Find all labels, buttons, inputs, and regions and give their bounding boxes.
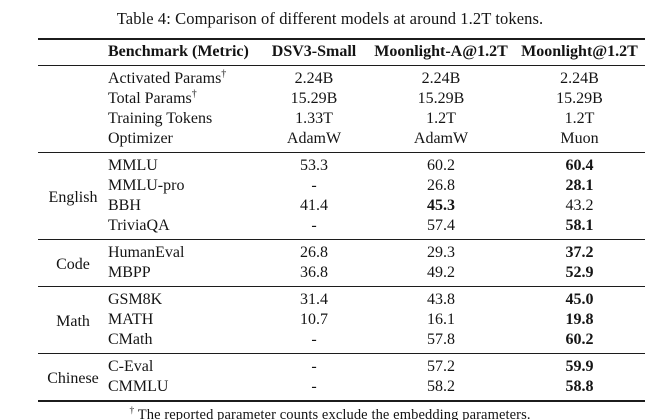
metric-value: 15.29B — [290, 90, 338, 107]
metric-value: 2.24B — [514, 65, 645, 89]
table-row: MBPP 36.8 49.2 52.9 — [38, 263, 645, 287]
benchmark-name: BBH — [108, 197, 141, 214]
metric-value: 2.24B — [368, 65, 514, 89]
benchmark-name: CMath — [108, 331, 153, 348]
metric-value: 57.4 — [427, 217, 455, 234]
metric-value: - — [311, 378, 317, 395]
table-row: English MMLU 53.3 60.2 60.4 — [38, 152, 645, 240]
col-header-dsv3-small: DSV3-Small — [260, 39, 368, 66]
metric-value: 26.8 — [427, 177, 455, 194]
benchmark-name: MMLU — [108, 152, 260, 176]
metric-value: 36.8 — [300, 264, 328, 281]
metric-value: - — [311, 217, 317, 234]
metric-value: 31.4 — [260, 286, 368, 310]
benchmark-name: Activated Params† — [108, 65, 260, 89]
table-row: Math GSM8K 31.4 43.8 45.0 — [38, 286, 645, 354]
group-label: Chinese — [38, 353, 108, 401]
dagger-symbol: † — [129, 406, 135, 417]
group-label: Code — [38, 239, 108, 287]
group-column-header — [38, 39, 108, 66]
footnote-text: The reported parameter counts exclude th… — [137, 407, 531, 420]
metric-value: 10.7 — [300, 311, 328, 328]
metric-value: 58.8 — [565, 378, 594, 395]
metric-value: 28.1 — [565, 177, 594, 194]
metric-value: 45.3 — [427, 197, 455, 214]
metric-value: AdamW — [286, 130, 342, 147]
col-header-benchmark-metric: Benchmark (Metric) — [108, 39, 260, 66]
model-comparison-table: Benchmark (Metric) DSV3-Small Moonlight-… — [38, 38, 645, 402]
col-header-moonlight: Moonlight@1.2T — [514, 39, 645, 66]
benchmark-name: Optimizer — [108, 130, 173, 147]
metric-value: 60.2 — [368, 152, 514, 176]
metric-value: 49.2 — [427, 264, 455, 281]
table-row: Optimizer AdamW AdamW Muon — [38, 129, 645, 153]
metric-value: 19.8 — [565, 311, 594, 328]
table-row: MMLU-pro - 26.8 28.1 — [38, 176, 645, 196]
metric-value: 58.2 — [427, 378, 455, 395]
metric-value: 43.2 — [565, 197, 594, 214]
benchmark-name: GSM8K — [108, 286, 260, 310]
metric-value: 58.1 — [565, 217, 594, 234]
benchmark-name: MMLU-pro — [108, 177, 185, 194]
benchmark-name: Training Tokens — [108, 110, 213, 127]
metric-value: 43.8 — [368, 286, 514, 310]
table-row: CMath - 57.8 60.2 — [38, 330, 645, 354]
metric-value: 15.29B — [417, 90, 465, 107]
metric-value: 41.4 — [300, 197, 328, 214]
benchmark-name: HumanEval — [108, 239, 260, 263]
table-row: Code HumanEval 26.8 29.3 37.2 — [38, 239, 645, 287]
metric-value: 26.8 — [260, 239, 368, 263]
metric-value: 15.29B — [556, 90, 603, 107]
metric-value: 16.1 — [427, 311, 455, 328]
metric-value: AdamW — [413, 130, 469, 147]
metric-value: 59.9 — [514, 353, 645, 377]
metric-value: 1.2T — [426, 110, 456, 127]
metric-value: 37.2 — [514, 239, 645, 263]
benchmark-name: CMMLU — [108, 378, 169, 395]
benchmark-name: MATH — [108, 311, 154, 328]
table-row: TriviaQA - 57.4 58.1 — [38, 216, 645, 240]
metric-value: - — [260, 353, 368, 377]
metric-value: 60.2 — [565, 331, 594, 348]
header-row: Benchmark (Metric) DSV3-Small Moonlight-… — [38, 39, 645, 66]
table-row: Training Tokens 1.33T 1.2T 1.2T — [38, 109, 645, 129]
metric-value: 60.4 — [514, 152, 645, 176]
table-row: Activated Params† 2.24B 2.24B 2.24B — [38, 65, 645, 153]
metric-value: 45.0 — [514, 286, 645, 310]
table-footnote: † The reported parameter counts exclude … — [0, 405, 660, 420]
col-header-moonlight-a: Moonlight-A@1.2T — [368, 39, 514, 66]
group-label — [38, 65, 108, 153]
metric-value: 57.2 — [368, 353, 514, 377]
benchmark-name: TriviaQA — [108, 217, 170, 234]
dagger-symbol: † — [191, 88, 197, 100]
group-label: Math — [38, 286, 108, 354]
group-label: English — [38, 152, 108, 240]
metric-value: 52.9 — [565, 264, 594, 281]
metric-value: - — [311, 177, 317, 194]
table-row: MATH 10.7 16.1 19.8 — [38, 310, 645, 330]
metric-value: 57.8 — [427, 331, 455, 348]
metric-value: 1.2T — [564, 110, 595, 127]
dagger-symbol: † — [221, 68, 227, 80]
metric-value: 29.3 — [368, 239, 514, 263]
benchmark-name: C-Eval — [108, 353, 260, 377]
table-row: Total Params† 15.29B 15.29B 15.29B — [38, 89, 645, 109]
table-row: CMMLU - 58.2 58.8 — [38, 377, 645, 401]
metric-value: 1.33T — [295, 110, 333, 127]
benchmark-name: Total Params† — [108, 88, 197, 107]
metric-value: Muon — [560, 130, 599, 147]
table-caption: Table 4: Comparison of different models … — [116, 9, 544, 28]
metric-value: 2.24B — [260, 65, 368, 89]
metric-value: 53.3 — [260, 152, 368, 176]
table-row: BBH 41.4 45.3 43.2 — [38, 196, 645, 216]
benchmark-name: MBPP — [108, 264, 151, 281]
table-row: Chinese C-Eval -57.2 59.9 — [38, 353, 645, 401]
metric-value: - — [311, 331, 317, 348]
